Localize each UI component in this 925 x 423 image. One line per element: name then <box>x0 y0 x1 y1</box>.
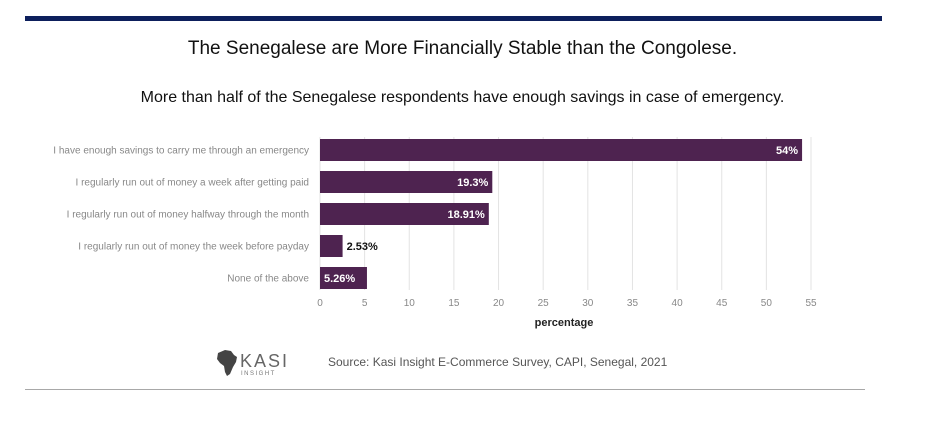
x-tick-label: 40 <box>672 298 684 309</box>
x-tick-label: 10 <box>404 298 416 309</box>
x-tick-label: 25 <box>538 298 550 309</box>
svg-text:INSIGHT: INSIGHT <box>241 371 276 377</box>
chart-title: The Senegalese are More Financially Stab… <box>187 38 738 59</box>
x-tick-label: 55 <box>805 298 817 309</box>
bar <box>320 171 493 193</box>
x-tick-label: 15 <box>448 298 460 309</box>
data-label: 54% <box>776 145 798 157</box>
top-rule <box>25 16 882 21</box>
x-tick-label: 0 <box>317 298 323 309</box>
bottom-rule <box>25 389 865 390</box>
category-label: I regularly run out of money a week afte… <box>76 178 309 189</box>
category-label: I regularly run out of money the week be… <box>78 242 309 253</box>
source-note: Source: Kasi Insight E-Commerce Survey, … <box>328 355 668 369</box>
svg-text:KASI: KASI <box>240 351 289 371</box>
category-label: None of the above <box>227 274 309 285</box>
data-label: 5.26% <box>324 273 355 285</box>
kasi-logo: KASI INSIGHT <box>217 350 289 377</box>
category-label: I regularly run out of money halfway thr… <box>67 210 309 221</box>
bar <box>320 267 367 289</box>
africa-map-icon <box>217 350 237 376</box>
bar-chart: 0 5 10 15 20 25 30 35 40 45 50 55 percentage I have e… <box>53 137 817 329</box>
x-tick-label: 30 <box>582 298 594 309</box>
data-label: 2.53% <box>347 241 378 253</box>
data-label: 19.3% <box>457 177 488 189</box>
x-tick-label: 45 <box>716 298 728 309</box>
x-tick-label: 35 <box>627 298 639 309</box>
x-tick-label: 50 <box>761 298 773 309</box>
data-label: 18.91% <box>448 209 486 221</box>
chart-subtitle: More than half of the Senegalese respond… <box>140 89 785 106</box>
x-axis-label: percentage <box>535 317 594 329</box>
category-label: I have enough savings to carry me throug… <box>53 146 309 157</box>
bar <box>320 139 803 161</box>
bar <box>320 203 489 225</box>
bar <box>320 235 343 257</box>
x-tick-label: 5 <box>362 298 368 309</box>
x-tick-label: 20 <box>493 298 505 309</box>
